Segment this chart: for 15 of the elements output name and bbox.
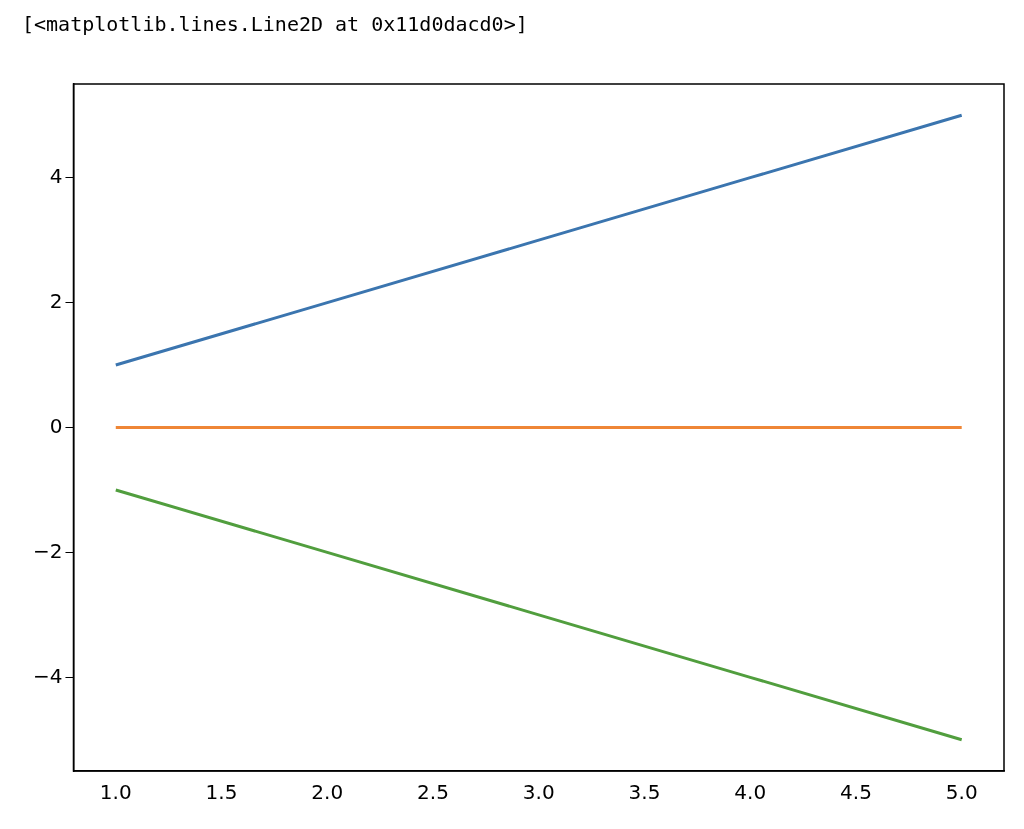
y-tick-label: −2 [33, 538, 63, 563]
x-tick-label: 1.5 [205, 780, 238, 805]
x-tick-label: 4.5 [840, 780, 872, 805]
y-tick-label: 0 [49, 413, 63, 438]
x-tick-label: 4.0 [734, 780, 767, 805]
x-tick-label: 3.0 [522, 780, 555, 805]
x-tick-label: 1.0 [99, 780, 132, 805]
x-tick-label: 5.0 [945, 780, 978, 805]
x-tick-label: 2.5 [417, 780, 449, 805]
x-tick-label: 3.5 [628, 780, 661, 805]
x-tick-label: 2.0 [311, 780, 344, 805]
text: [<matplotlib.lines.Line2D at 0x11d0dacd0>] [22, 12, 528, 36]
y-tick-label: −4 [33, 663, 63, 688]
y-tick-label: 2 [49, 288, 63, 313]
y-tick-label: 4 [49, 163, 63, 188]
